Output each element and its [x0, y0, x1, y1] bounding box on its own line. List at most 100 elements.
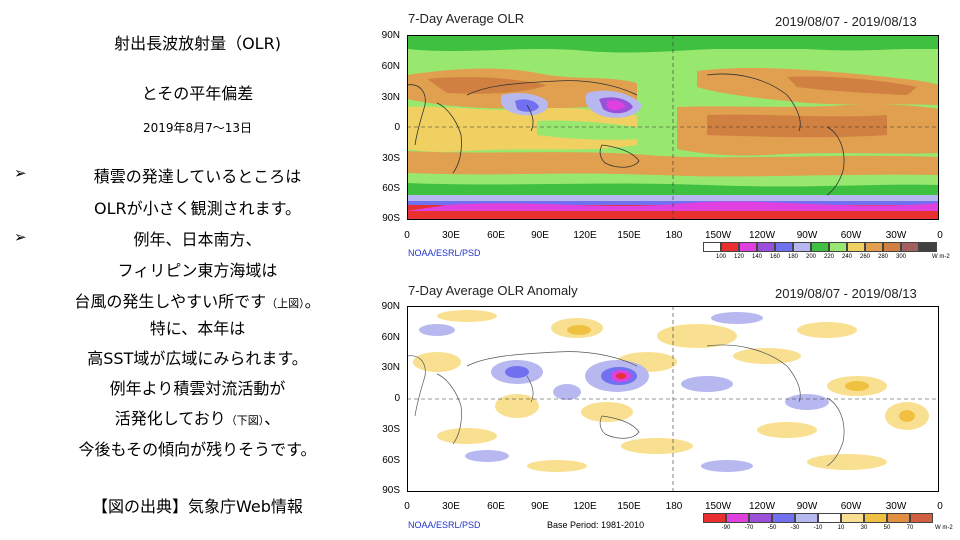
lat-label: 90S	[382, 485, 400, 496]
lon-label: 60W	[840, 230, 862, 241]
colorbar-swatch	[829, 242, 847, 252]
lon-label: 120E	[573, 230, 597, 241]
lon-label: 120W	[748, 230, 776, 241]
lat-label: 60N	[381, 61, 400, 72]
lat-label: 30N	[381, 92, 400, 103]
lat-label: 30S	[382, 153, 400, 164]
colorbar-swatch	[883, 242, 901, 252]
anomaly-map	[407, 306, 939, 492]
colorbar-unit: W m-2	[932, 254, 950, 260]
text-main: 台風の発生しやすい所です	[74, 292, 267, 311]
lon-label: 0	[937, 230, 943, 241]
anomaly-colorbar	[703, 513, 933, 523]
olr-panel: 7-Day Average OLR 2019/08/07 - 2019/08/1…	[360, 0, 960, 270]
colorbar-label: 140	[751, 254, 762, 260]
lat-label: 0	[394, 393, 400, 404]
colorbar-swatch	[841, 513, 864, 523]
olr-credit: NOAA/ESRL/PSD	[408, 248, 481, 258]
bullet-icon: ➢	[14, 164, 27, 182]
colorbar-swatch	[919, 242, 937, 252]
colorbar-label: 220	[823, 254, 834, 260]
colorbar-label: -90	[721, 525, 731, 531]
colorbar-swatch	[739, 242, 757, 252]
colorbar-swatch	[703, 513, 726, 523]
text-end: 。	[304, 292, 321, 311]
colorbar-label: 180	[787, 254, 798, 260]
lon-label: 0	[937, 501, 943, 512]
colorbar-label: 100	[715, 254, 726, 260]
colorbar-swatch	[775, 242, 793, 252]
colorbar-label: 260	[859, 254, 870, 260]
colorbar-swatch	[811, 242, 829, 252]
lat-label: 90S	[382, 213, 400, 224]
olr-colorbar	[703, 242, 937, 252]
text-line: 台風の発生しやすい所です（上図）。	[0, 288, 395, 312]
lon-label: 30W	[885, 501, 907, 512]
olr-dates: 2019/08/07 - 2019/08/13	[775, 14, 917, 29]
colorbar-swatch	[793, 242, 811, 252]
lat-label: 90N	[381, 301, 400, 312]
olr-anomaly-panel: 7-Day Average OLR Anomaly 2019/08/07 - 2…	[360, 270, 960, 540]
lon-label: 120W	[748, 501, 776, 512]
olr-title: 7-Day Average OLR	[408, 11, 525, 26]
lat-label: 60S	[382, 455, 400, 466]
anomaly-dates: 2019/08/07 - 2019/08/13	[775, 286, 917, 301]
text-line: フィリピン東方海域は	[117, 261, 278, 280]
colorbar-label: 10	[837, 525, 845, 531]
lon-label: 90E	[531, 230, 549, 241]
colorbar-swatch	[887, 513, 910, 523]
lon-label: 180	[665, 230, 683, 241]
colorbar-label: 50	[883, 525, 891, 531]
lon-label: 60W	[840, 501, 862, 512]
text-line: 例年、日本南方、	[133, 230, 262, 249]
colorbar-swatch	[865, 242, 883, 252]
lon-label: 90E	[531, 501, 549, 512]
colorbar-swatch	[818, 513, 841, 523]
anomaly-credit: NOAA/ESRL/PSD	[408, 520, 481, 530]
colorbar-swatch	[847, 242, 865, 252]
slide-subtitle: とその平年偏差	[141, 84, 254, 103]
lon-label: 120E	[573, 501, 597, 512]
colorbar-swatch	[726, 513, 749, 523]
figure-ref: （下図）	[225, 414, 265, 427]
colorbar-swatch	[721, 242, 739, 252]
colorbar-label: -70	[744, 525, 754, 531]
colorbar-label: -50	[767, 525, 777, 531]
colorbar-label: -10	[813, 525, 823, 531]
text-line: 活発化しており（下図）、	[0, 405, 395, 429]
colorbar-label: 240	[841, 254, 852, 260]
lon-label: 60E	[487, 230, 505, 241]
lon-label: 30W	[885, 230, 907, 241]
colorbar-label: 200	[805, 254, 816, 260]
lon-label: 60E	[487, 501, 505, 512]
colorbar-swatch	[864, 513, 887, 523]
colorbar-label: 280	[877, 254, 888, 260]
lon-label: 0	[404, 230, 410, 241]
text-line: 今後もその傾向が残りそうです。	[78, 440, 317, 459]
lon-label: 30E	[442, 501, 460, 512]
colorbar-label: -30	[790, 525, 800, 531]
colorbar-swatch	[901, 242, 919, 252]
text-line: 積雲の発達しているところは	[93, 167, 302, 186]
text-line: OLRが小さく観測されます。	[93, 199, 302, 218]
lat-label: 30N	[381, 362, 400, 373]
text-line: 例年より積雲対流活動が	[109, 379, 286, 398]
bullet-icon: ➢	[14, 228, 27, 246]
colorbar-swatch	[749, 513, 772, 523]
base-period: Base Period: 1981-2010	[547, 520, 645, 530]
text-line: 特に、本年は	[149, 319, 246, 338]
text-main: 活発化しており	[114, 409, 226, 428]
lon-label: 90W	[796, 230, 818, 241]
lat-label: 0	[394, 122, 400, 133]
explanation-text: 射出長波放射量（OLR) とその平年偏差 2019年8月7〜13日 ➢ 積雲の発…	[0, 0, 395, 540]
lon-label: 150W	[704, 501, 732, 512]
lon-label: 150E	[617, 501, 641, 512]
colorbar-swatch	[910, 513, 933, 523]
colorbar-label: 120	[733, 254, 744, 260]
text-end: 、	[264, 409, 281, 428]
text-line: 高SST域が広域にみられます。	[87, 349, 308, 368]
colorbar-label: 70	[906, 525, 914, 531]
colorbar-swatch	[772, 513, 795, 523]
lon-label: 90W	[796, 501, 818, 512]
colorbar-unit: W m-2	[935, 525, 953, 531]
